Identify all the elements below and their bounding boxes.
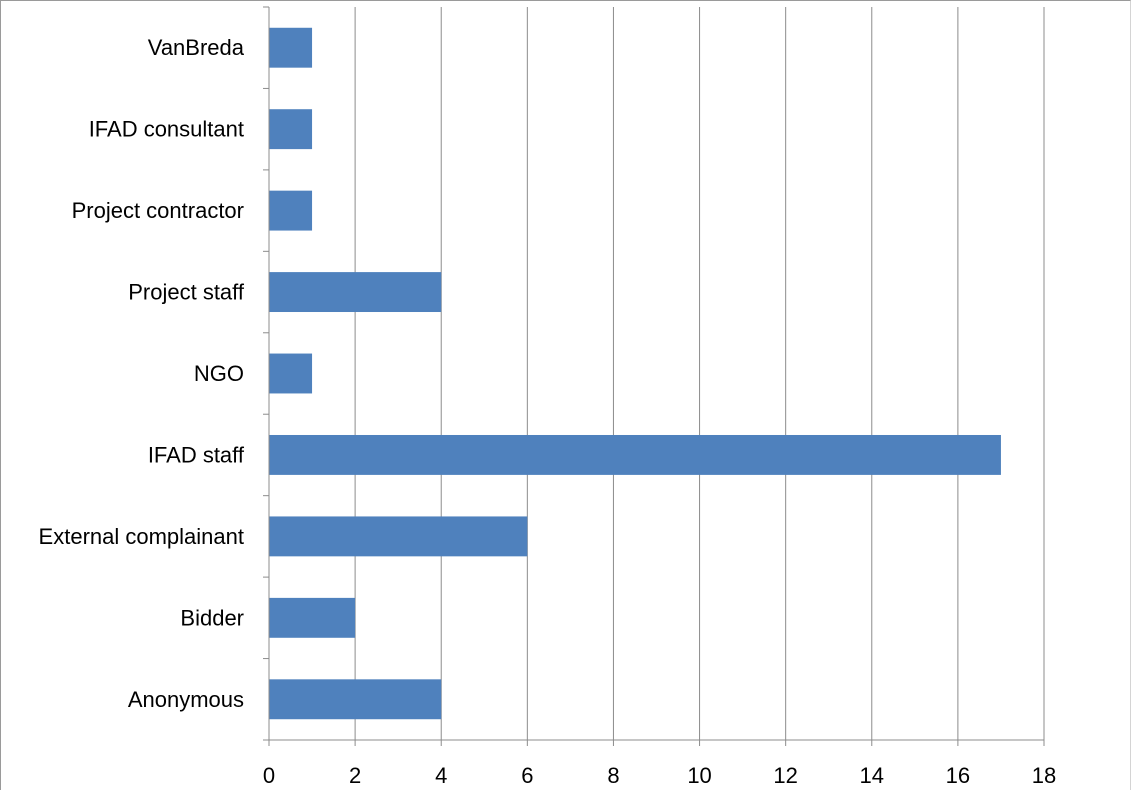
axes	[263, 6, 1045, 746]
x-tick-labels: 0 2 4 6 8 10 12 14 16 18	[263, 763, 1056, 788]
x-tick-label: 2	[349, 763, 361, 788]
bar	[269, 190, 313, 231]
x-tick-label: 6	[521, 763, 533, 788]
x-tick-label: 10	[687, 763, 711, 788]
category-label: External complainant	[39, 524, 244, 549]
category-labels: VanBreda IFAD consultant Project contracto…	[39, 35, 245, 712]
category-label: IFAD staff	[148, 442, 245, 467]
bar	[269, 516, 528, 557]
category-label: Project staff	[128, 280, 245, 305]
bar	[269, 597, 356, 638]
x-tick-label: 0	[263, 763, 275, 788]
x-tick-label: 16	[946, 763, 970, 788]
bar	[269, 353, 313, 394]
category-label: Bidder	[180, 605, 244, 630]
x-tick-label: 8	[607, 763, 619, 788]
category-label: Anonymous	[128, 687, 244, 712]
category-label: NGO	[194, 361, 244, 386]
x-tick-label: 12	[773, 763, 797, 788]
x-tick-label: 18	[1032, 763, 1056, 788]
x-tick-label: 14	[860, 763, 884, 788]
bar	[269, 109, 313, 150]
bar	[269, 27, 313, 68]
x-tick-label: 4	[435, 763, 447, 788]
bar	[269, 679, 442, 720]
category-label: VanBreda	[148, 35, 245, 60]
gridlines	[354, 7, 1045, 740]
category-label: IFAD consultant	[89, 117, 244, 142]
bar	[269, 272, 442, 313]
category-label: Project contractor	[72, 198, 244, 223]
bars	[269, 27, 1001, 720]
bar	[269, 434, 1001, 475]
